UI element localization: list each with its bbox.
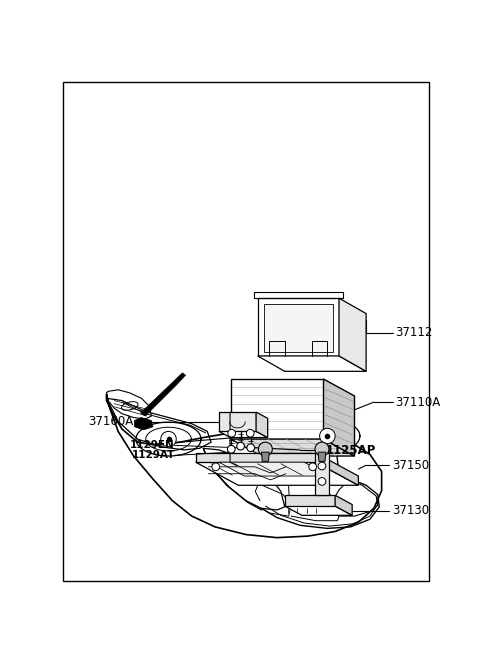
Circle shape	[318, 478, 326, 485]
Polygon shape	[219, 462, 330, 476]
Text: 1125AP: 1125AP	[326, 443, 376, 457]
Text: 37150: 37150	[392, 459, 429, 472]
Circle shape	[315, 442, 329, 456]
Text: 1129AT: 1129AT	[132, 451, 175, 461]
Polygon shape	[196, 453, 316, 462]
Circle shape	[318, 462, 326, 470]
Circle shape	[320, 428, 335, 443]
Circle shape	[309, 463, 316, 470]
Circle shape	[247, 444, 254, 451]
Circle shape	[237, 442, 244, 450]
Text: 37110A: 37110A	[396, 396, 441, 409]
Circle shape	[228, 445, 235, 453]
Circle shape	[258, 442, 272, 456]
Polygon shape	[285, 506, 352, 516]
Polygon shape	[230, 439, 355, 456]
Polygon shape	[315, 453, 329, 495]
Polygon shape	[219, 412, 256, 432]
Polygon shape	[335, 495, 352, 516]
Polygon shape	[262, 452, 269, 461]
Polygon shape	[324, 379, 355, 456]
Bar	[246, 394, 308, 416]
Circle shape	[228, 430, 236, 437]
Text: 37130: 37130	[392, 504, 429, 517]
Text: 37112: 37112	[396, 326, 433, 339]
Polygon shape	[141, 373, 186, 416]
Circle shape	[212, 463, 220, 470]
Ellipse shape	[121, 401, 138, 410]
Polygon shape	[219, 432, 268, 438]
Polygon shape	[230, 379, 324, 439]
Polygon shape	[264, 304, 333, 352]
Polygon shape	[196, 462, 359, 485]
Polygon shape	[285, 495, 335, 506]
Polygon shape	[318, 452, 326, 461]
Polygon shape	[134, 417, 153, 430]
Polygon shape	[339, 298, 366, 371]
Polygon shape	[258, 356, 366, 371]
Polygon shape	[258, 298, 339, 356]
Text: 1129EN: 1129EN	[130, 440, 175, 451]
Text: 37160A: 37160A	[88, 415, 133, 428]
Polygon shape	[256, 412, 268, 438]
Circle shape	[246, 430, 254, 437]
Circle shape	[161, 432, 176, 447]
Polygon shape	[316, 453, 359, 485]
